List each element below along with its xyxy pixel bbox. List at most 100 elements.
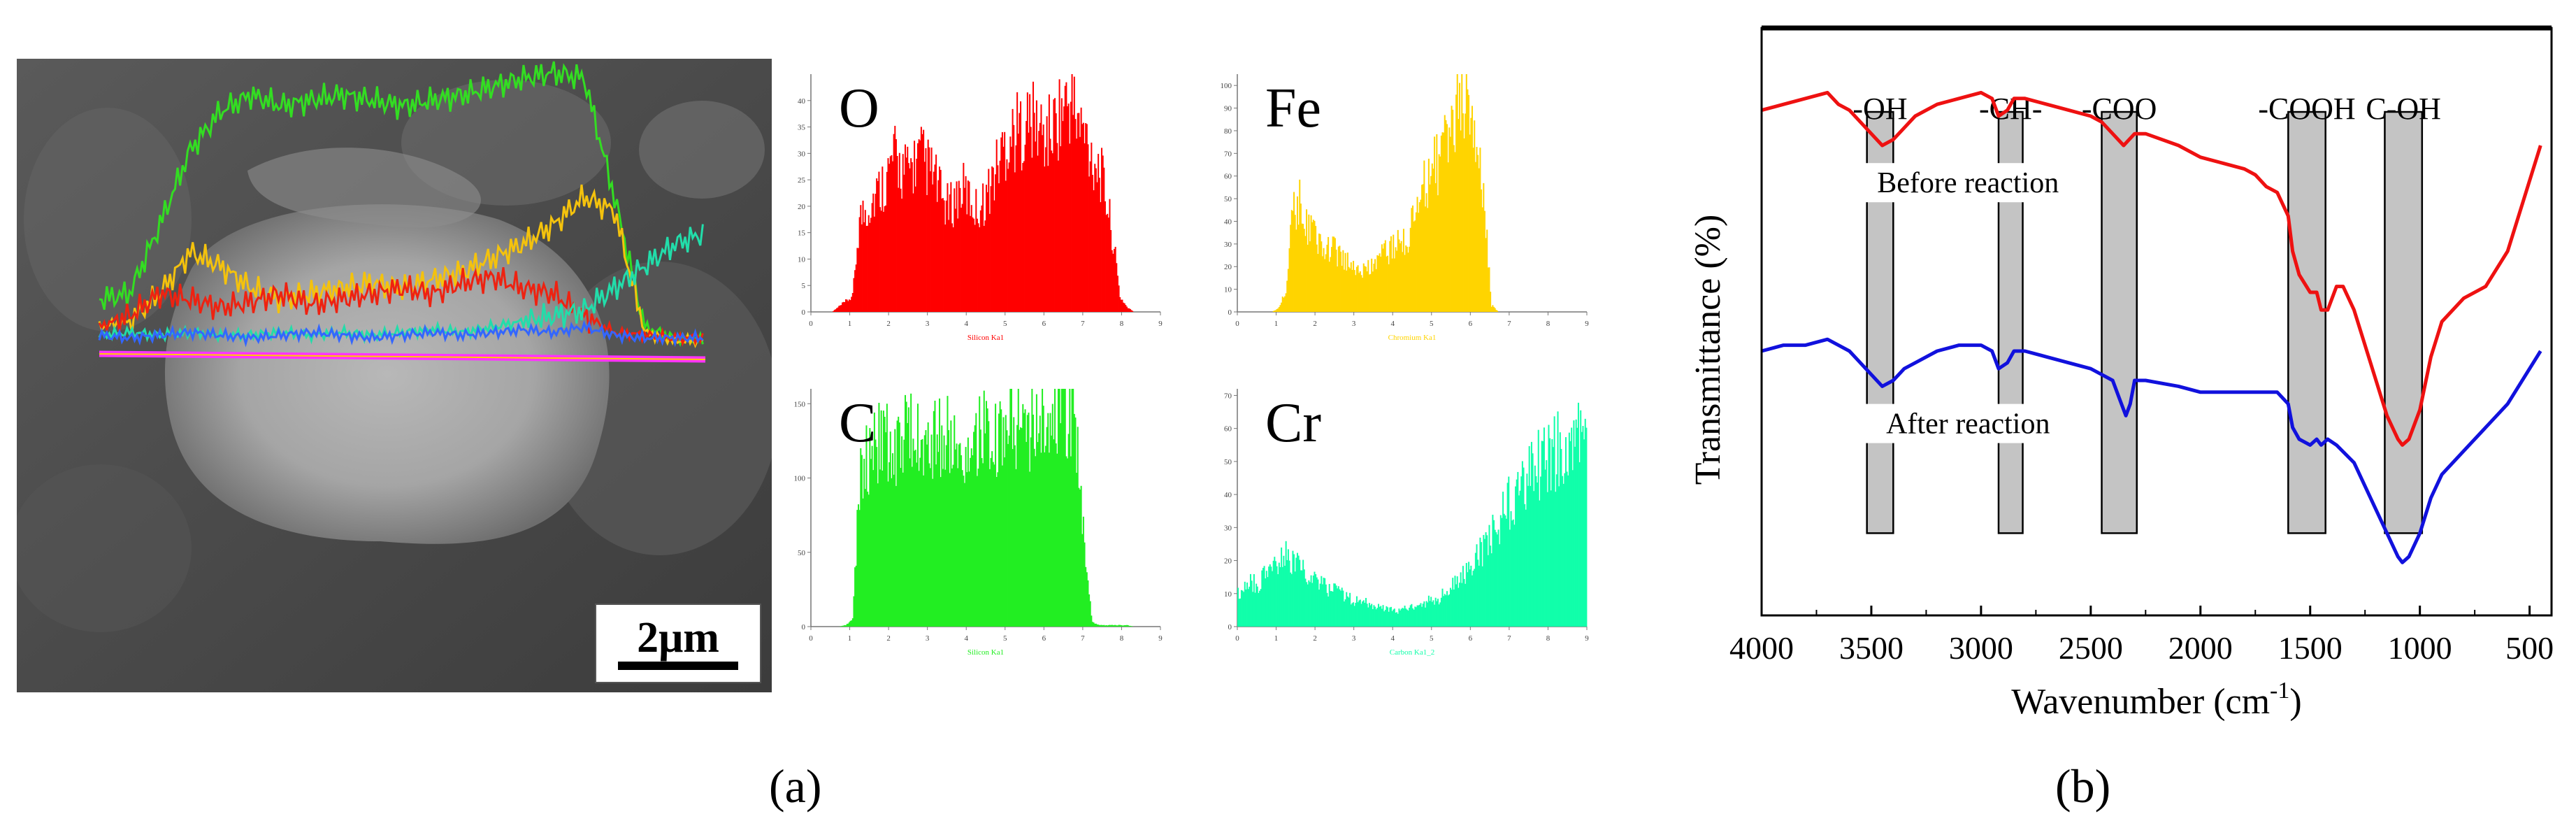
eds-bar — [1330, 247, 1333, 312]
eds-bar — [1337, 588, 1339, 627]
eds-bar — [1340, 590, 1342, 627]
eds-bar — [1481, 542, 1483, 627]
eds-bar — [1440, 135, 1442, 312]
eds-bar — [1343, 601, 1345, 627]
eds-bar — [916, 158, 918, 312]
eds-bar — [1300, 204, 1302, 312]
eds-bar — [1308, 580, 1310, 627]
band-coh — [2384, 110, 2424, 534]
eds-bar — [1288, 248, 1290, 312]
eds-bar — [1404, 606, 1406, 627]
eds-bar — [1278, 562, 1280, 627]
eds-bar — [1007, 169, 1009, 312]
eds-bar — [1049, 413, 1051, 627]
eds-bar — [1396, 250, 1398, 312]
eds-bar — [951, 468, 954, 627]
eds-bar — [1060, 389, 1063, 627]
eds-bar — [891, 478, 893, 627]
eds-bar — [1559, 432, 1561, 627]
eds-bar — [1042, 389, 1044, 627]
eds-y-tick-label: 70 — [1224, 150, 1232, 158]
eds-bar — [970, 205, 972, 312]
eds-bar — [1008, 435, 1010, 627]
eds-bar — [1055, 443, 1057, 627]
eds-bar — [1274, 310, 1276, 312]
sem-particle — [164, 204, 610, 544]
eds-bar — [901, 436, 903, 627]
eds-bar — [1479, 148, 1481, 312]
eds-bar — [1086, 124, 1088, 312]
eds-bar — [1530, 485, 1532, 627]
eds-bar — [1327, 236, 1330, 312]
eds-bar — [1425, 601, 1427, 627]
eds-bar — [1430, 597, 1432, 627]
eds-bar — [1461, 74, 1463, 312]
eds-bar — [1120, 625, 1122, 627]
eds-bar — [1021, 170, 1023, 312]
eds-bar — [930, 434, 933, 627]
eds-bar — [877, 483, 879, 627]
eds-bar — [1100, 202, 1102, 312]
eds-bar — [1077, 113, 1079, 312]
eds-y-tick-label: 30 — [1224, 524, 1232, 532]
eds-bar — [1455, 94, 1458, 312]
x-tick-label: 2000 — [2168, 630, 2233, 666]
eds-bar — [1269, 564, 1271, 627]
eds-bar — [949, 473, 951, 627]
eds-bar — [1281, 297, 1283, 312]
eds-bar — [984, 433, 986, 627]
eds-bar — [1493, 520, 1495, 627]
eds-bar — [983, 225, 985, 312]
eds-bar — [968, 471, 970, 627]
eds-bar — [1089, 601, 1091, 627]
eds-bar — [1578, 462, 1581, 627]
eds-bar — [882, 470, 884, 627]
eds-bar — [864, 489, 866, 627]
eds-bar — [872, 470, 875, 627]
eds-bar — [925, 148, 927, 312]
eds-bar — [1086, 572, 1088, 627]
eds-bar — [998, 183, 1000, 312]
eds-bar — [1051, 404, 1053, 627]
eds-bar — [1038, 131, 1040, 312]
eds-bar — [1309, 582, 1311, 627]
eds-bar — [1569, 441, 1571, 627]
eds-bar — [1402, 608, 1404, 627]
eds-bar — [1085, 566, 1087, 627]
eds-bar — [1101, 625, 1103, 627]
eds-bar — [1344, 252, 1346, 312]
eds-bar — [1286, 559, 1288, 627]
eds-bar — [1502, 492, 1504, 627]
eds-bar — [842, 301, 844, 312]
eds-x-tick-label: 4 — [964, 634, 968, 643]
eds-bar — [1364, 602, 1366, 627]
eds-bar — [1087, 580, 1089, 627]
eds-bar — [1440, 597, 1442, 627]
eds-bar — [1044, 452, 1046, 627]
series-line-1 — [1761, 337, 2542, 564]
eds-bar — [1071, 74, 1073, 312]
eds-bar — [951, 223, 954, 312]
eds-bar — [1306, 209, 1308, 312]
eds-bar — [976, 218, 978, 312]
eds-bar — [1007, 443, 1009, 627]
eds-bar — [1571, 427, 1573, 627]
eds-bar — [927, 422, 929, 627]
eds-bar — [1051, 153, 1053, 312]
line-scan-trace-4 — [98, 320, 704, 348]
eds-bar — [1436, 601, 1438, 627]
eds-bar — [1568, 432, 1570, 627]
eds-bar — [1283, 555, 1285, 627]
eds-bar — [986, 401, 988, 627]
eds-bar — [939, 398, 941, 627]
y-axis-label: Transmittance (%) — [1688, 215, 1728, 485]
eds-x-tick-label: 8 — [1120, 634, 1124, 643]
eds-bar — [1362, 263, 1365, 312]
eds-bar — [1458, 583, 1461, 627]
eds-bar — [1082, 516, 1084, 627]
eds-bar — [1067, 434, 1070, 627]
eds-bar — [1553, 416, 1555, 627]
eds-bar — [1581, 431, 1583, 627]
eds-y-tick-label: 60 — [1224, 425, 1232, 434]
eds-bar — [954, 449, 956, 627]
